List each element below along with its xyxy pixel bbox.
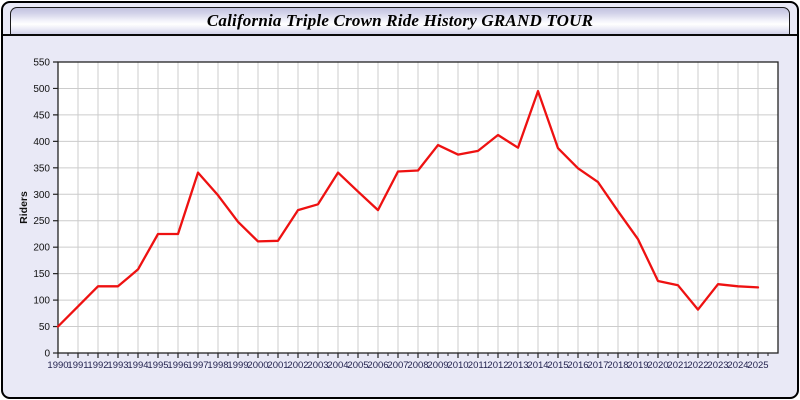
- y-tick-label: 550: [33, 58, 50, 69]
- x-tick-label: 2017: [587, 360, 608, 371]
- x-tick-label: 2000: [247, 360, 268, 371]
- y-axis-title: Riders: [18, 191, 30, 224]
- x-tick-labels: 1990199119921993199419951996199719981999…: [47, 360, 768, 371]
- x-tick-label: 2006: [367, 360, 388, 371]
- x-tick-label: 2022: [687, 360, 708, 371]
- x-tick-label: 1997: [187, 360, 208, 371]
- y-tick-label: 400: [33, 137, 50, 148]
- x-axis-ticks: [57, 353, 769, 358]
- x-tick-label: 2009: [427, 360, 448, 371]
- x-tick-label: 1996: [167, 360, 188, 371]
- y-tick-label: 150: [33, 269, 50, 280]
- x-tick-label: 2008: [407, 360, 428, 371]
- y-axis-ticks: [53, 61, 58, 354]
- x-tick-label: 1992: [87, 360, 108, 371]
- y-tick-labels: 0 50 100 150 200 250 300 350 400 450 500 550: [33, 58, 50, 360]
- y-tick-label: 200: [33, 243, 50, 254]
- x-tick-label: 1998: [207, 360, 228, 371]
- x-tick-label: 2014: [527, 360, 548, 371]
- y-tick-label: 50: [39, 322, 51, 333]
- ride-history-chart: 0501001502002503003504004505005501990199…: [18, 58, 779, 371]
- x-tick-label: 2020: [647, 360, 668, 371]
- x-tick-label: 2013: [507, 360, 528, 371]
- x-tick-label: 2012: [487, 360, 508, 371]
- x-tick-label: 2023: [707, 360, 728, 371]
- x-tick-label: 2021: [667, 360, 688, 371]
- riders-data-line: [56, 89, 760, 328]
- y-tick-label: 450: [33, 110, 50, 121]
- x-tick-label: 1995: [147, 360, 168, 371]
- gridlines: [58, 62, 778, 353]
- x-tick-label: 2016: [567, 360, 588, 371]
- x-tick-label: 1994: [127, 360, 148, 371]
- y-tick-label: 350: [33, 163, 50, 174]
- y-tick-label: 100: [33, 296, 50, 307]
- x-tick-label: 2019: [627, 360, 648, 371]
- x-tick-label: 1999: [227, 360, 248, 371]
- x-tick-label: 1991: [67, 360, 88, 371]
- x-tick-label: 1993: [107, 360, 128, 371]
- x-tick-label: 2024: [727, 360, 748, 371]
- x-tick-label: 2007: [387, 360, 408, 371]
- x-tick-label: 2003: [307, 360, 328, 371]
- x-tick-label: 2025: [747, 360, 768, 371]
- x-tick-label: 2005: [347, 360, 368, 371]
- x-tick-label: 2001: [267, 360, 288, 371]
- x-tick-label: 2011: [468, 360, 488, 371]
- x-tick-label: 2015: [547, 360, 568, 371]
- x-tick-label: 1990: [47, 360, 68, 371]
- x-tick-label: 2018: [607, 360, 628, 371]
- x-tick-label: 2004: [327, 360, 348, 371]
- x-tick-label: 2010: [447, 360, 468, 371]
- y-tick-label: 250: [33, 216, 50, 227]
- title-banner: California Triple Crown Ride History GRA…: [10, 7, 790, 34]
- x-tick-label: 2002: [287, 360, 308, 371]
- y-tick-label: 500: [33, 84, 50, 95]
- page-title: California Triple Crown Ride History GRA…: [206, 11, 594, 30]
- y-tick-label: 0: [44, 349, 50, 360]
- header-region: California Triple Crown Ride History GRA…: [3, 3, 797, 36]
- y-tick-label: 300: [33, 190, 50, 201]
